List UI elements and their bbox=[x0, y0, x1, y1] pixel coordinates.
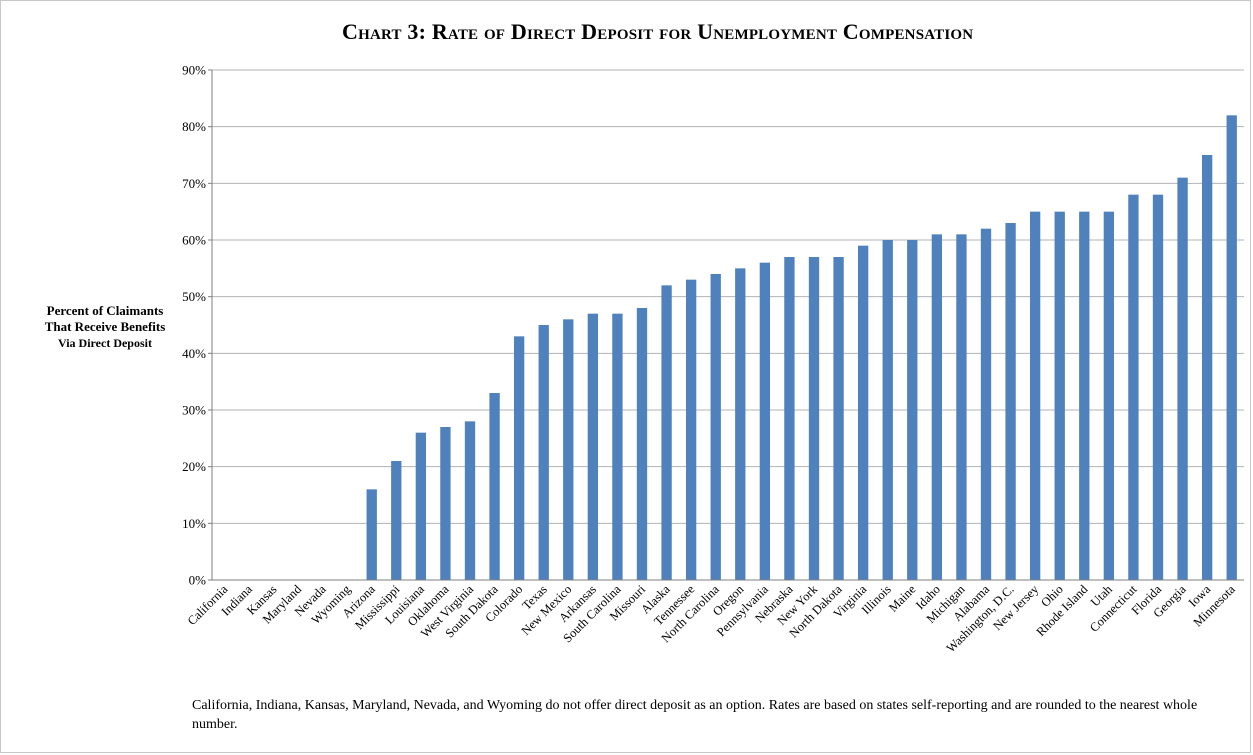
bar bbox=[1201, 155, 1213, 580]
y-tick-label: 90% bbox=[182, 63, 206, 78]
y-axis-label-line-2: That Receive Benefits bbox=[44, 319, 166, 334]
bar bbox=[784, 257, 795, 580]
bar bbox=[1054, 211, 1065, 580]
bar bbox=[464, 421, 476, 580]
bar-chart: 0% 10% 20% 30% 40% 50% 60% 70% 80% 90% California… bbox=[182, 63, 1244, 656]
bar bbox=[1005, 223, 1016, 580]
bar bbox=[661, 285, 672, 580]
bar bbox=[612, 313, 623, 580]
bar bbox=[956, 234, 967, 581]
bar bbox=[808, 257, 820, 580]
bar bbox=[685, 279, 697, 580]
bar bbox=[587, 313, 599, 580]
category-labels: CaliforniaIndianaKansasMarylandNevadaWyo… bbox=[185, 582, 1238, 656]
bar bbox=[710, 274, 721, 580]
bar bbox=[833, 257, 844, 580]
y-tick-label: 40% bbox=[182, 346, 206, 361]
y-tick-label: 80% bbox=[182, 119, 206, 134]
y-axis-label: Percent of Claimants That Receive Benefi… bbox=[20, 303, 190, 351]
gridlines bbox=[212, 69, 1244, 524]
y-tick-label: 70% bbox=[182, 176, 206, 191]
bar bbox=[391, 461, 402, 580]
bar bbox=[735, 268, 746, 580]
bar bbox=[636, 308, 648, 580]
y-tick-label: 50% bbox=[182, 289, 206, 304]
bar bbox=[366, 489, 377, 580]
y-tick-label: 0% bbox=[189, 573, 207, 588]
bar bbox=[882, 240, 893, 580]
bar bbox=[1226, 115, 1237, 580]
chart-title: Chart 3: Rate of Direct Deposit for Unem… bbox=[342, 19, 974, 44]
bar bbox=[1152, 194, 1164, 580]
bar bbox=[857, 245, 869, 580]
bar bbox=[1079, 211, 1090, 580]
bar bbox=[415, 432, 427, 580]
bar bbox=[1128, 194, 1139, 580]
category-label: Maine bbox=[886, 582, 919, 615]
bar bbox=[538, 325, 549, 580]
footnote: California, Indiana, Kansas, Maryland, N… bbox=[192, 698, 1198, 732]
axes bbox=[208, 69, 1244, 581]
y-tick-label: 10% bbox=[182, 516, 206, 531]
bar bbox=[489, 393, 500, 580]
bar bbox=[980, 228, 992, 580]
y-tick-label: 60% bbox=[182, 233, 206, 248]
bar bbox=[440, 427, 451, 580]
bar bbox=[1103, 211, 1115, 580]
bar bbox=[1029, 211, 1041, 580]
y-axis-label-line-1: Percent of Claimants bbox=[46, 303, 164, 318]
y-tick-label: 30% bbox=[182, 403, 206, 418]
y-axis-label-line-3: Via Direct Deposit bbox=[58, 336, 152, 350]
bar bbox=[907, 240, 918, 580]
bar bbox=[513, 336, 525, 580]
bar bbox=[563, 319, 574, 580]
bar bbox=[931, 234, 943, 581]
bars bbox=[366, 115, 1237, 581]
y-tick-labels: 0% 10% 20% 30% 40% 50% 60% 70% 80% 90% bbox=[182, 63, 206, 588]
bar bbox=[759, 262, 771, 580]
y-tick-label: 20% bbox=[182, 459, 206, 474]
bar bbox=[1177, 177, 1188, 580]
